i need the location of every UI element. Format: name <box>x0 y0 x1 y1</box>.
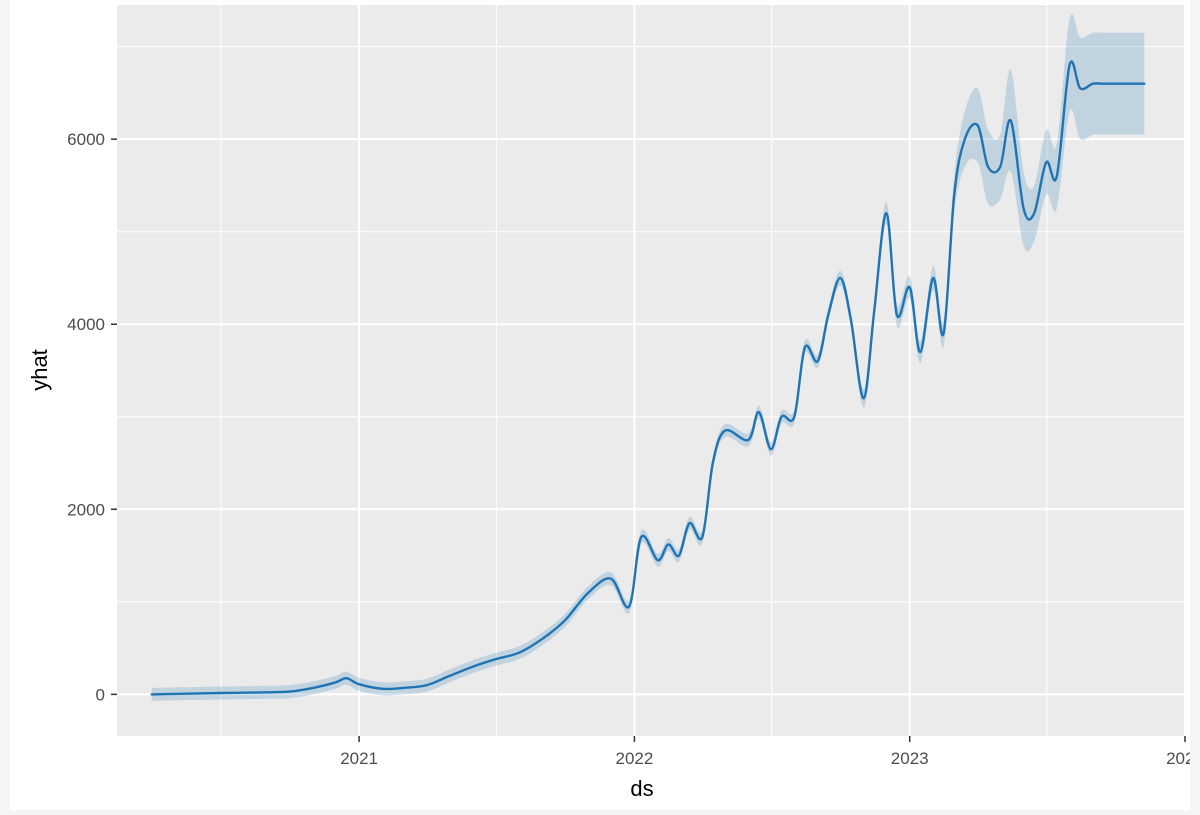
x-tick-label: 2022 <box>615 749 653 768</box>
y-axis-label: yhat <box>27 349 52 391</box>
chart-frame: 2021 2022 2023 2024 0 2000 4000 6000 ds yhat <box>10 0 1200 810</box>
y-tick-label: 0 <box>96 685 105 704</box>
x-tick-label: 2023 <box>891 749 929 768</box>
y-tick-label: 4000 <box>67 315 105 334</box>
x-axis-label: ds <box>630 776 653 801</box>
x-axis-ticks: 2021 2022 2023 2024 <box>340 736 1200 768</box>
major-gridlines <box>117 5 1186 736</box>
yhat-line <box>150 60 1146 696</box>
y-tick-label: 6000 <box>67 130 105 149</box>
y-axis-ticks: 0 2000 4000 6000 <box>67 130 117 704</box>
x-tick-label: 2021 <box>340 749 378 768</box>
chart: 2021 2022 2023 2024 0 2000 4000 6000 ds yhat <box>27 5 1200 801</box>
x-tick-label: 2024 <box>1166 749 1190 768</box>
plot-panel <box>117 5 1185 736</box>
minor-gridlines <box>117 5 1185 736</box>
y-tick-label: 2000 <box>67 500 105 519</box>
